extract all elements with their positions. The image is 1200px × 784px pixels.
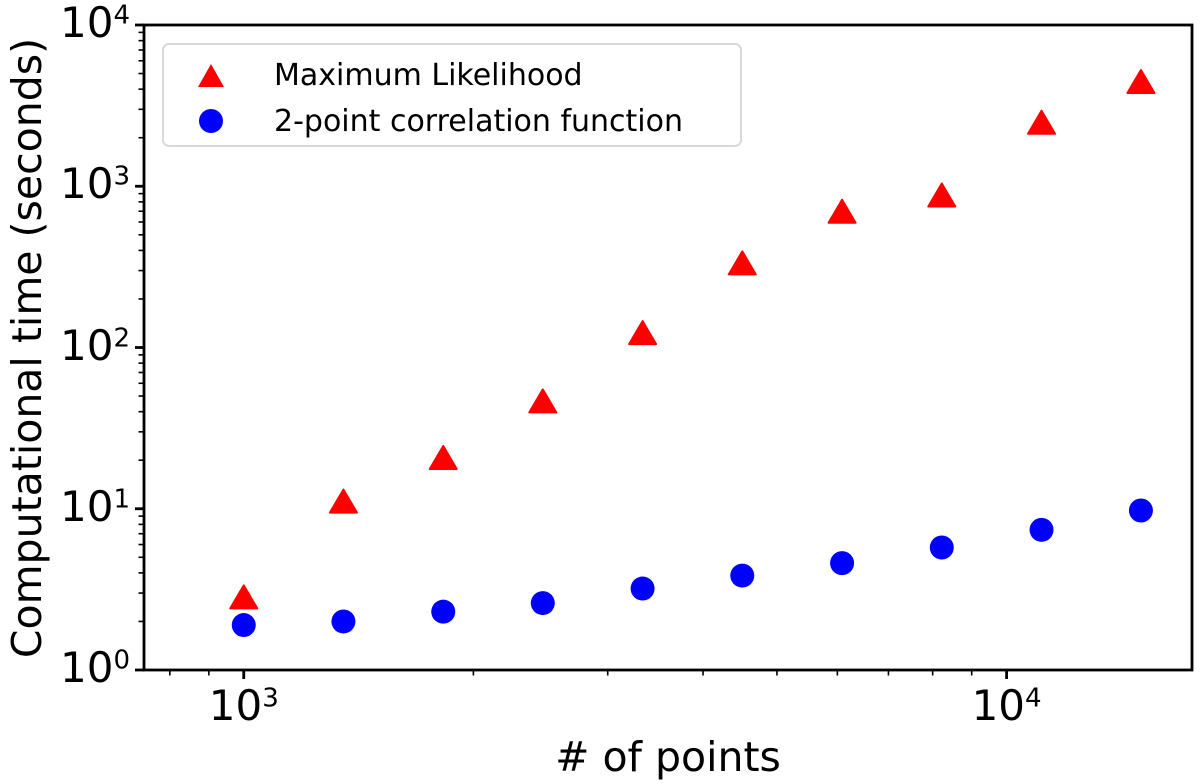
data-point-2-point-correlation-function [630,576,655,601]
data-point-2-point-correlation-function [1029,517,1054,542]
data-point-maximum-likelihood [328,488,358,514]
y-tick-label: 102 [59,320,130,370]
data-point-maximum-likelihood [428,444,458,470]
x-axis-label: # of points [555,733,781,781]
data-point-maximum-likelihood [1027,109,1057,135]
data-point-2-point-correlation-function [929,535,954,560]
data-point-maximum-likelihood [927,182,957,208]
y-axis-label: Computational time (seconds) [3,37,51,659]
legend-label-2-point-correlation: 2-point correlation function [274,103,684,139]
data-point-maximum-likelihood [1126,68,1156,94]
data-point-2-point-correlation-function [231,613,256,638]
triangle-marker-icon [197,63,224,87]
legend-label-maximum-likelihood: Maximum Likelihood [274,57,583,93]
data-point-maximum-likelihood [229,584,259,610]
circle-marker-icon [198,109,223,133]
x-tick-label: 104 [971,681,1042,730]
legend-item-2-point-correlation: 2-point correlation function [197,104,683,139]
legend-item-maximum-likelihood: Maximum Likelihood [197,58,583,93]
y-tick-label: 103 [59,159,130,209]
legend: Maximum Likelihood 2-point correlation f… [162,43,742,147]
y-tick-label: 100 [59,643,130,693]
data-point-2-point-correlation-function [431,599,456,624]
data-point-2-point-correlation-function [830,551,855,576]
y-tick-label: 101 [59,481,130,531]
legend-marker-box [197,63,224,87]
data-point-2-point-correlation-function [331,609,356,634]
data-point-2-point-correlation-function [530,591,555,616]
data-point-2-point-correlation-function [730,563,755,588]
data-point-maximum-likelihood [628,320,658,346]
data-point-2-point-correlation-function [1128,498,1153,523]
data-point-maximum-likelihood [727,250,757,276]
data-point-maximum-likelihood [827,198,857,224]
y-tick-label: 104 [59,0,130,48]
x-tick-label: 103 [208,681,279,730]
legend-marker-box [197,109,224,133]
data-point-maximum-likelihood [528,388,558,414]
